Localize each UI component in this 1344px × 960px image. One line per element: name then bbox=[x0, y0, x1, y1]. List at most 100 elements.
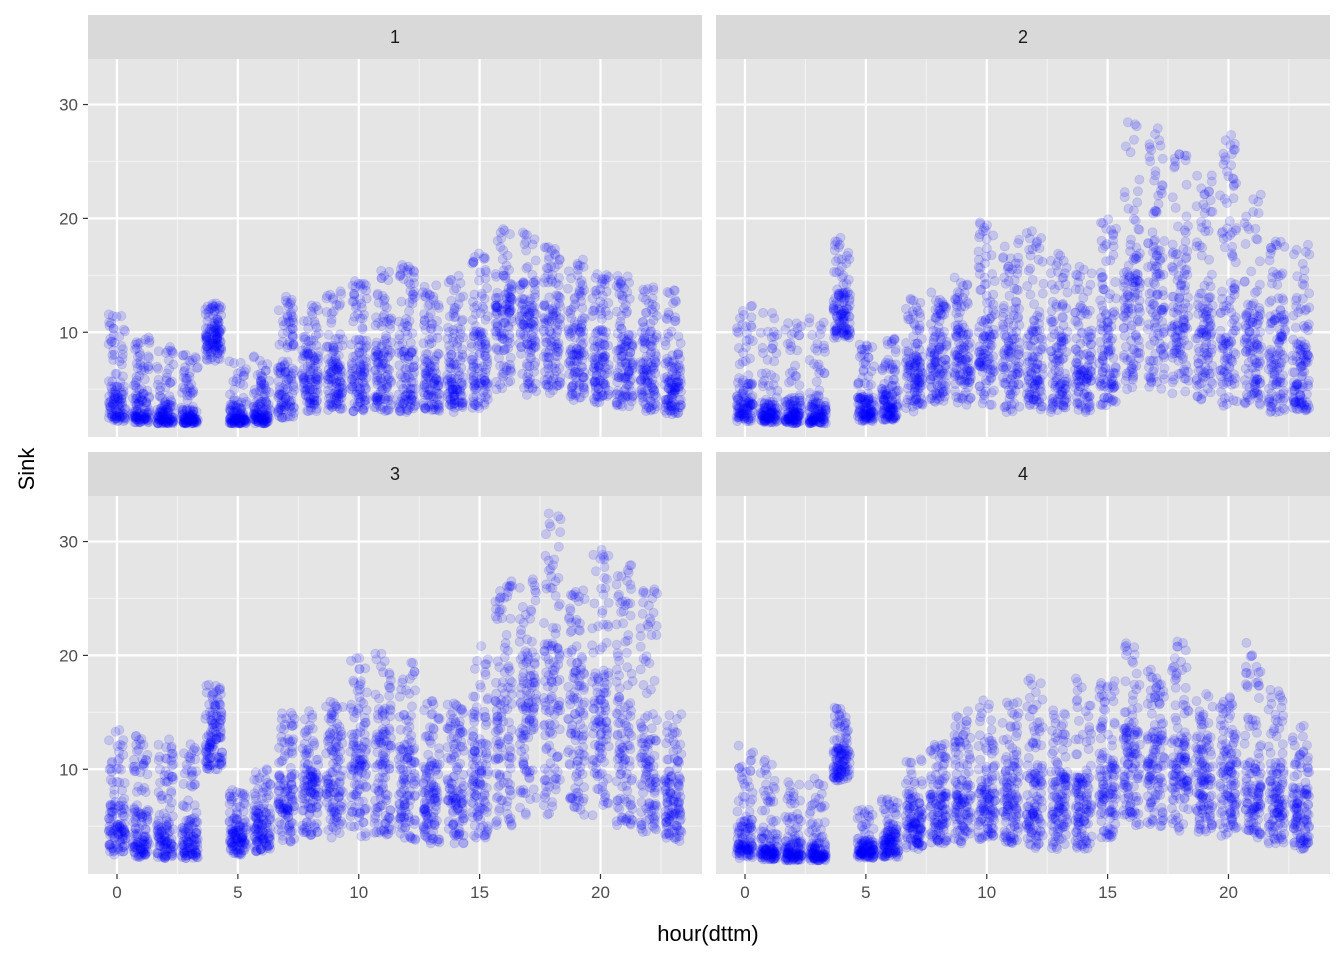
data-point bbox=[107, 376, 118, 387]
data-point bbox=[111, 410, 122, 421]
data-point bbox=[468, 351, 479, 362]
data-point bbox=[671, 361, 682, 372]
data-point bbox=[492, 235, 503, 246]
data-point bbox=[912, 380, 923, 391]
data-point bbox=[108, 393, 119, 404]
data-point bbox=[127, 408, 138, 419]
data-point bbox=[468, 257, 479, 268]
data-point bbox=[369, 351, 380, 362]
data-point bbox=[111, 368, 122, 379]
data-point bbox=[516, 348, 527, 359]
data-point bbox=[837, 272, 848, 283]
facet-panel-2: 2 bbox=[716, 15, 1330, 437]
data-point bbox=[1009, 275, 1020, 286]
data-point bbox=[1062, 287, 1073, 298]
data-point bbox=[139, 365, 150, 376]
data-point bbox=[1119, 192, 1130, 203]
data-point bbox=[527, 382, 538, 393]
data-point bbox=[106, 318, 117, 329]
data-point bbox=[142, 361, 153, 372]
facet-strip bbox=[88, 15, 702, 59]
data-point bbox=[134, 396, 145, 407]
data-point bbox=[114, 356, 125, 367]
data-point bbox=[1032, 326, 1043, 337]
data-point bbox=[109, 399, 120, 410]
data-point bbox=[107, 349, 118, 360]
data-point bbox=[112, 381, 123, 392]
data-point bbox=[458, 372, 469, 383]
data-point bbox=[115, 405, 126, 416]
data-point bbox=[477, 301, 488, 312]
data-point bbox=[530, 288, 541, 299]
data-point bbox=[810, 411, 821, 422]
data-point bbox=[309, 353, 320, 364]
data-point bbox=[540, 366, 551, 377]
data-point bbox=[619, 303, 630, 314]
data-point bbox=[1125, 246, 1136, 257]
data-point bbox=[112, 393, 123, 404]
data-point bbox=[117, 397, 128, 408]
data-point bbox=[1103, 214, 1114, 225]
data-point bbox=[118, 408, 129, 419]
data-point bbox=[114, 411, 125, 422]
data-point bbox=[458, 291, 469, 302]
data-point bbox=[1059, 368, 1070, 379]
data-point bbox=[519, 279, 530, 290]
data-point bbox=[143, 351, 154, 362]
data-point bbox=[1096, 235, 1107, 246]
data-point bbox=[110, 404, 121, 415]
data-point bbox=[116, 359, 127, 370]
data-point bbox=[105, 401, 116, 412]
data-point bbox=[555, 377, 566, 388]
data-point bbox=[117, 344, 128, 355]
data-point bbox=[1080, 403, 1091, 414]
data-point bbox=[600, 380, 611, 391]
data-point bbox=[1098, 284, 1109, 295]
data-point bbox=[926, 287, 937, 298]
data-point bbox=[474, 275, 485, 286]
data-point bbox=[326, 317, 337, 328]
data-point bbox=[287, 332, 298, 343]
data-point bbox=[1047, 369, 1058, 380]
data-point bbox=[120, 413, 131, 424]
data-point bbox=[346, 339, 357, 350]
data-point bbox=[1075, 338, 1086, 349]
data-point bbox=[1122, 290, 1133, 301]
data-point bbox=[116, 340, 127, 351]
data-point bbox=[348, 405, 359, 416]
data-point bbox=[747, 398, 758, 409]
data-point bbox=[350, 350, 361, 361]
data-point bbox=[647, 382, 658, 393]
data-point bbox=[117, 353, 128, 364]
data-point bbox=[112, 406, 123, 417]
data-point bbox=[337, 340, 348, 351]
data-point bbox=[541, 352, 552, 363]
data-point bbox=[915, 362, 926, 373]
data-point bbox=[998, 303, 1009, 314]
data-point bbox=[747, 335, 758, 346]
data-point bbox=[780, 396, 791, 407]
data-point bbox=[433, 380, 444, 391]
data-point bbox=[589, 305, 600, 316]
data-point bbox=[323, 329, 334, 340]
data-point bbox=[1103, 317, 1114, 328]
data-point bbox=[757, 378, 768, 389]
data-point bbox=[1086, 339, 1097, 350]
data-point bbox=[113, 400, 124, 411]
data-point bbox=[480, 367, 491, 378]
data-point bbox=[105, 402, 116, 413]
data-point bbox=[118, 324, 129, 335]
data-point bbox=[973, 359, 984, 370]
data-point bbox=[590, 386, 601, 397]
data-point bbox=[1108, 352, 1119, 363]
data-point bbox=[554, 254, 565, 265]
data-point bbox=[1073, 361, 1084, 372]
data-point bbox=[431, 351, 442, 362]
data-point bbox=[361, 335, 372, 346]
data-point bbox=[153, 346, 164, 357]
data-point bbox=[758, 348, 769, 359]
data-point bbox=[981, 234, 992, 245]
data-point bbox=[108, 330, 119, 341]
